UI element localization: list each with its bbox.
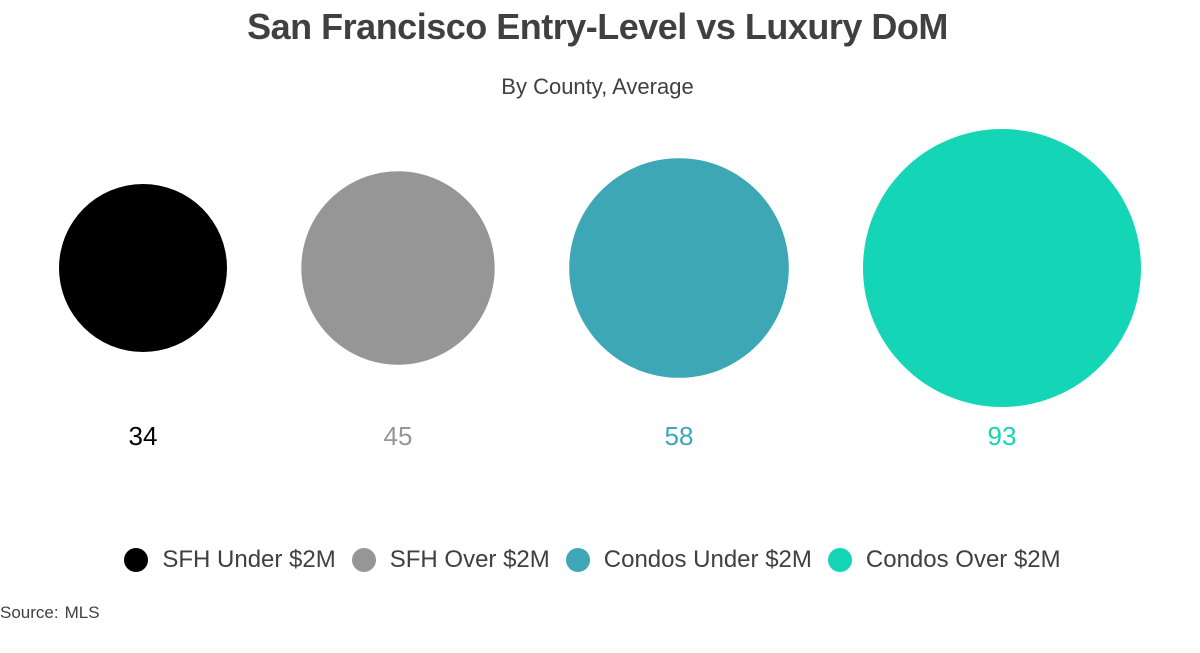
legend: SFH Under $2M SFH Over $2M Condos Under … (0, 546, 1185, 574)
source-label: Source: (0, 603, 59, 622)
source-value: MLS (64, 603, 100, 622)
legend-item-sfh-over-2m[interactable]: SFH Over $2M (351, 546, 550, 574)
data-label-sfh-over-2m: 45 (384, 421, 413, 451)
legend-dot-condos-under-2m (565, 548, 590, 572)
chart-subtitle: By County, Average (501, 74, 694, 99)
bubble-condos-over-2m[interactable] (863, 129, 1141, 407)
source-note: Source: MLS (0, 603, 100, 623)
legend-dot-condos-over-2m (827, 548, 852, 572)
legend-item-condos-over-2m[interactable]: Condos Over $2M (827, 546, 1061, 574)
chart-title: San Francisco Entry-Level vs Luxury DoM (247, 6, 948, 47)
legend-label: SFH Over $2M (389, 546, 550, 573)
legend-dot-sfh-over-2m (351, 548, 376, 572)
legend-label: SFH Under $2M (162, 546, 336, 573)
legend-label: Condos Over $2M (865, 546, 1061, 573)
legend-item-sfh-under-2m[interactable]: SFH Under $2M (124, 546, 336, 574)
legend-dot-sfh-under-2m (124, 548, 149, 572)
bubble-sfh-under-2m[interactable] (59, 184, 227, 352)
data-label-condos-under-2m: 58 (665, 421, 694, 451)
bubble-sfh-over-2m[interactable] (301, 171, 495, 365)
bubble-condos-under-2m[interactable] (569, 158, 789, 378)
data-label-condos-over-2m: 93 (988, 421, 1017, 451)
legend-label: Condos Under $2M (603, 546, 812, 573)
data-label-sfh-under-2m: 34 (129, 421, 158, 451)
legend-item-condos-under-2m[interactable]: Condos Under $2M (565, 546, 812, 574)
